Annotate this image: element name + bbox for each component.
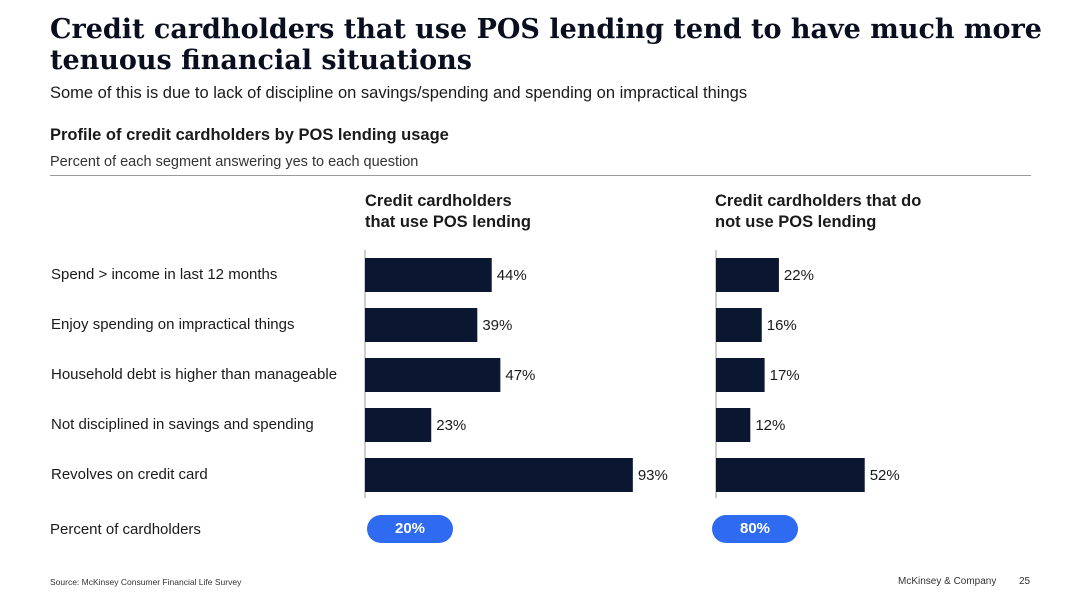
- chart-1-title: Credit cardholders that use POS lending: [365, 192, 531, 231]
- page-title: Credit cardholders that use POS lending …: [50, 14, 1042, 76]
- header-divider: [50, 175, 1031, 176]
- page-number: 25: [1019, 576, 1031, 587]
- value-label-non-pos-0: 22%: [784, 267, 814, 284]
- bar-non-pos-2: [716, 358, 765, 392]
- source-note: Source: McKinsey Consumer Financial Life…: [50, 577, 242, 587]
- row-label-household-debt: Household debt is higher than manageable: [51, 366, 338, 383]
- chart-section-subtitle: Percent of each segment answering yes to…: [50, 154, 419, 170]
- chart-2-title: Credit cardholders that do not use POS l…: [715, 192, 922, 231]
- bar-non-pos-3: [716, 408, 751, 442]
- page-subtitle: Some of this is due to lack of disciplin…: [50, 84, 748, 102]
- bar-pos-2: [365, 358, 501, 392]
- bar-non-pos-0: [716, 258, 779, 292]
- row-label-revolves: Revolves on credit card: [51, 466, 208, 483]
- chart-pos-users: 44% 39% 47% 23% 93%: [364, 250, 668, 498]
- row-label-impractical-spending: Enjoy spending on impractical things: [51, 316, 295, 333]
- share-pill-pos-users: 20%: [367, 515, 453, 543]
- bar-pos-0: [365, 258, 492, 292]
- value-label-non-pos-3: 12%: [755, 417, 785, 434]
- brand-name: McKinsey & Company: [898, 576, 997, 587]
- value-label-non-pos-4: 52%: [870, 467, 900, 484]
- chart-section-title: Profile of credit cardholders by POS len…: [50, 126, 449, 144]
- chart-non-pos-users: 22% 16% 17% 12% 52%: [715, 250, 900, 498]
- share-pill-non-pos-users: 80%: [712, 515, 798, 543]
- percent-of-cardholders-label: Percent of cardholders: [50, 521, 201, 538]
- value-label-pos-4: 93%: [638, 467, 668, 484]
- value-label-non-pos-1: 16%: [767, 317, 797, 334]
- value-label-pos-1: 39%: [482, 317, 512, 334]
- row-label-not-disciplined: Not disciplined in savings and spending: [51, 416, 314, 433]
- bar-pos-3: [365, 408, 432, 442]
- value-label-pos-0: 44%: [497, 267, 527, 284]
- row-label-spend-over-income: Spend > income in last 12 months: [51, 266, 278, 283]
- value-label-pos-3: 23%: [436, 417, 466, 434]
- bar-pos-4: [365, 458, 633, 492]
- value-label-non-pos-2: 17%: [770, 367, 800, 384]
- bar-pos-1: [365, 308, 478, 342]
- value-label-pos-2: 47%: [505, 367, 535, 384]
- bar-non-pos-4: [716, 458, 865, 492]
- bar-non-pos-1: [716, 308, 762, 342]
